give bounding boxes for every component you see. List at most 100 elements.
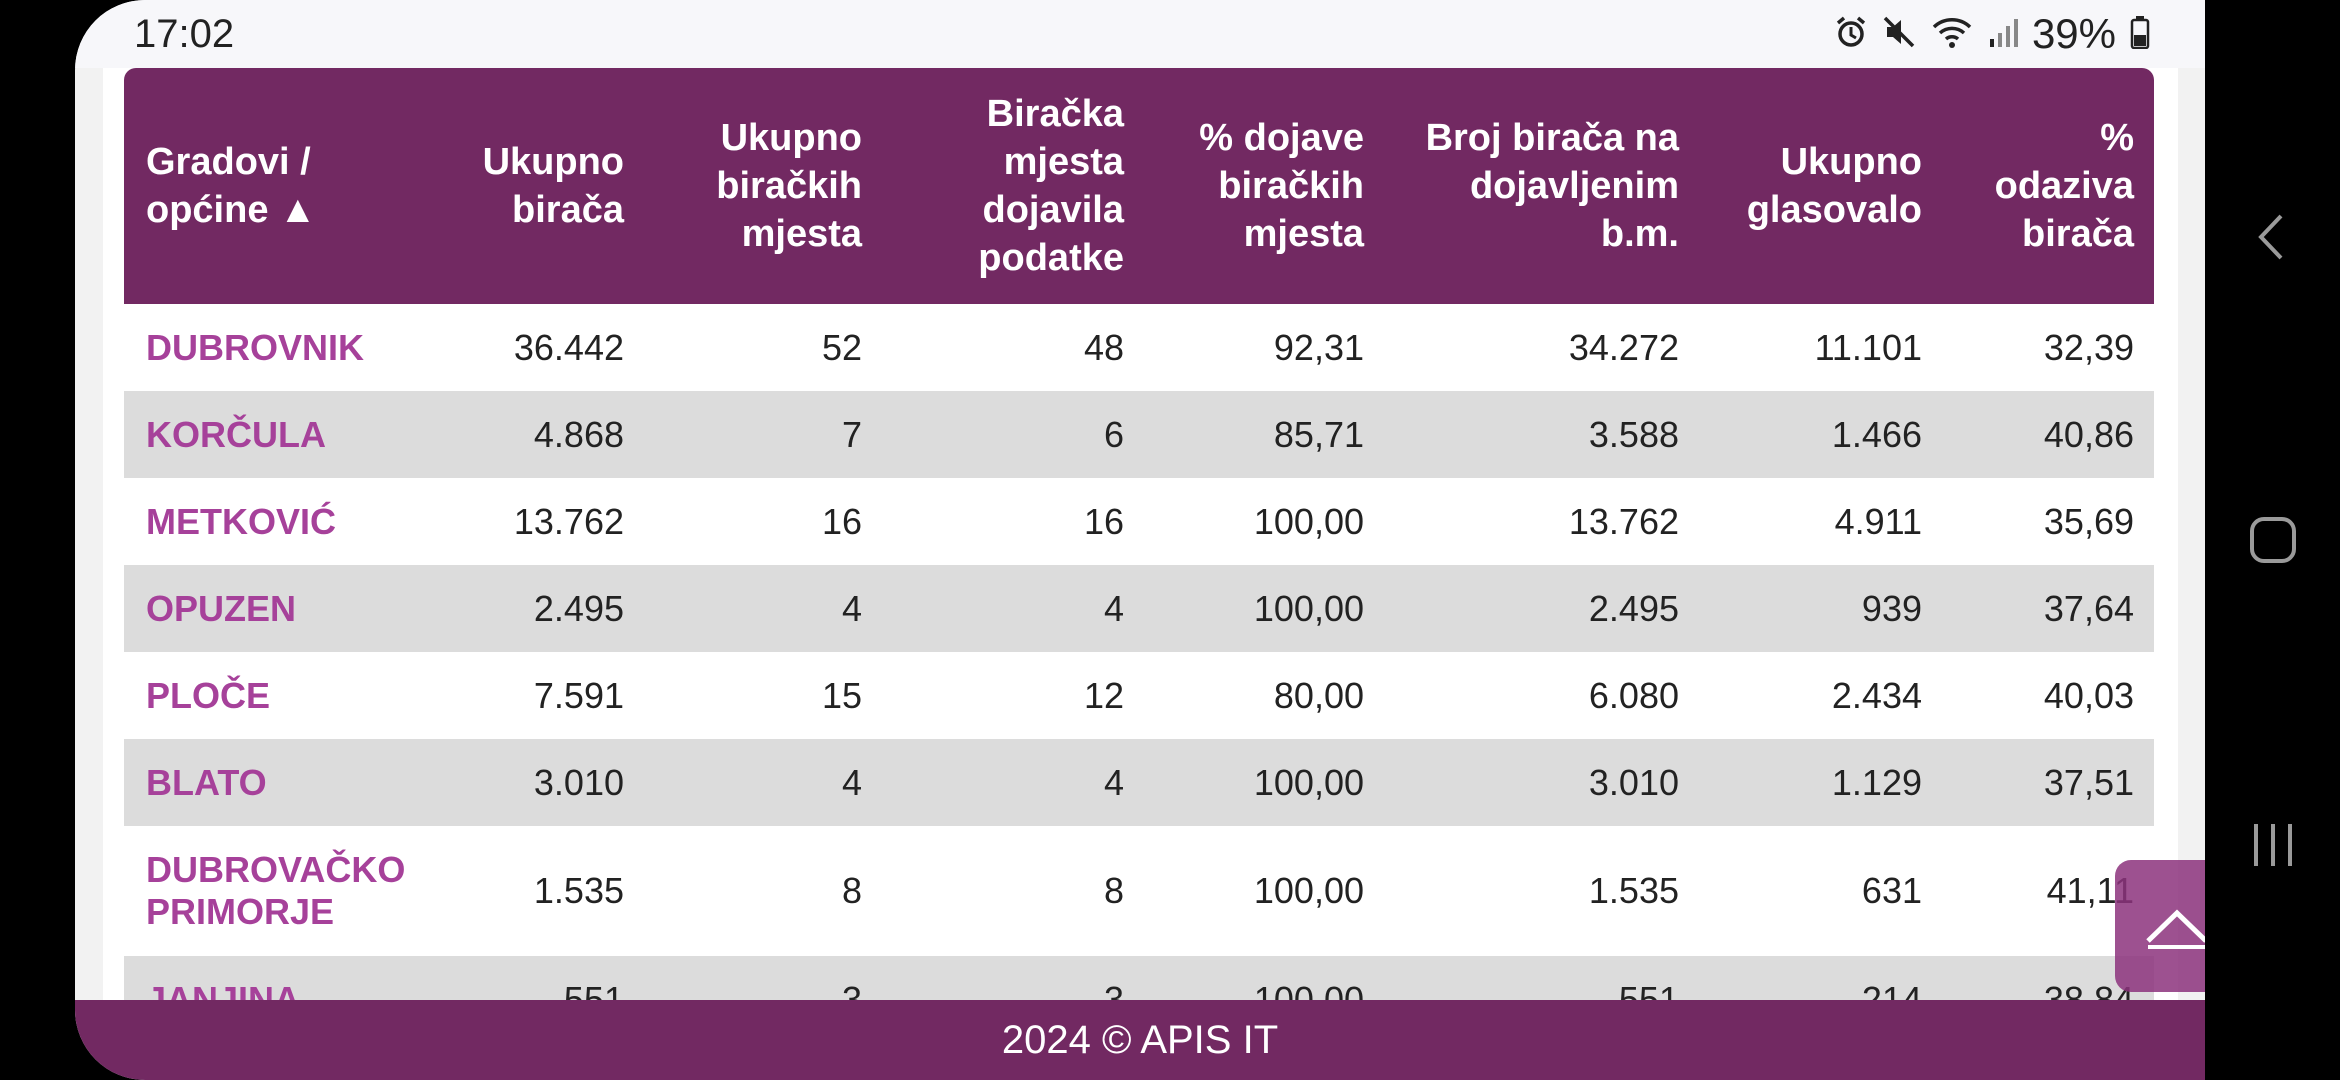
battery-percentage: 39% [2031, 10, 2116, 57]
column-header-turnout-percent[interactable]: % odaziva birača [1994, 117, 2134, 255]
cell-reported-stations: 8 [1103, 870, 1124, 911]
municipality-link[interactable]: JANJINA [146, 978, 301, 1003]
cell-reported-stations: 16 [1083, 500, 1124, 542]
cell-reported-stations: 4 [1103, 761, 1124, 803]
cell-total-voters: 36.442 [513, 326, 624, 368]
chevron-up-icon [2146, 909, 2205, 949]
mute-icon [1882, 15, 1916, 54]
column-header-reported-stations[interactable]: Biračka mjesta dojavila podatke [978, 93, 1124, 279]
home-button[interactable] [2205, 515, 2340, 565]
phone-screen: 17:02 39% Gradovi / općine ▲ Ukup [75, 0, 2205, 1080]
system-navigation-bar [2205, 0, 2340, 1080]
table-row: KORČULA 4.868 7 6 85,71 3.588 1.466 40,86 [124, 391, 2154, 478]
municipality-link[interactable]: OPUZEN [146, 587, 297, 629]
wifi-icon [1930, 15, 1974, 54]
column-header-voters-reported[interactable]: Broj birača na dojavljenim b.m. [1425, 117, 1679, 255]
municipality-link[interactable]: DUBROVNIK [146, 326, 365, 368]
alarm-icon [1834, 15, 1868, 54]
column-header-report-percent[interactable]: % dojave biračkih mjesta [1199, 117, 1364, 255]
page-content: Gradovi / općine ▲ Ukupno birača Ukupno … [103, 68, 2178, 1002]
cell-total-voters: 551 [563, 978, 624, 1003]
column-header-total-polling-stations[interactable]: Ukupno biračkih mjesta [644, 68, 862, 304]
cell-total-voted: 1.129 [1831, 761, 1922, 803]
cell-total-voters: 2.495 [533, 587, 624, 629]
status-time: 17:02 [134, 12, 235, 56]
cell-voters-reported: 3.588 [1588, 413, 1679, 455]
cell-total-voted: 1.466 [1831, 413, 1922, 455]
cell-turnout-percent: 37,64 [2043, 587, 2134, 629]
back-button[interactable] [2205, 212, 2340, 262]
cell-total-stations: 7 [841, 413, 862, 455]
cell-report-percent: 100,00 [1253, 761, 1364, 803]
cell-total-voters: 1.535 [533, 870, 624, 911]
footer-copyright: 2024 © APIS IT [1001, 1017, 1279, 1062]
municipality-link[interactable]: DUBROVAČKO PRIMORJE [146, 849, 406, 932]
cell-total-voted: 631 [1861, 870, 1922, 911]
cell-report-percent: 100,00 [1253, 870, 1364, 911]
table-row: DUBROVAČKO PRIMORJE 1.535 8 8 100,00 1.535 631… [124, 826, 2154, 956]
table-row: DUBROVNIK 36.442 52 48 92,31 34.272 11.101 32,3… [124, 304, 2154, 391]
cell-voters-reported: 34.272 [1568, 326, 1679, 368]
recents-icon [2253, 824, 2292, 866]
column-header-municipality[interactable]: Gradovi / općine ▲ [146, 141, 317, 231]
signal-icon [1988, 15, 2018, 54]
cell-turnout-percent: 38,84 [2043, 978, 2134, 1003]
cell-total-voters: 7.591 [533, 674, 624, 716]
results-table: Gradovi / općine ▲ Ukupno birača Ukupno … [124, 68, 2154, 1002]
table-header: Gradovi / općine ▲ Ukupno birača Ukupno … [124, 68, 2154, 304]
cell-total-stations: 15 [821, 674, 862, 716]
cell-report-percent: 85,71 [1273, 413, 1364, 455]
table-row: OPUZEN 2.495 4 4 100,00 2.495 939 37,64 [124, 565, 2154, 652]
cell-total-voted: 4.911 [1834, 500, 1922, 542]
cell-voters-reported: 3.010 [1588, 761, 1679, 803]
cell-voters-reported: 2.495 [1588, 587, 1679, 629]
recents-button[interactable] [2205, 820, 2340, 870]
cell-reported-stations: 3 [1103, 978, 1124, 1003]
home-icon [2249, 517, 2296, 563]
cell-turnout-percent: 37,51 [2043, 761, 2134, 803]
cell-total-voters: 13.762 [513, 500, 624, 542]
cell-reported-stations: 48 [1083, 326, 1124, 368]
cell-total-stations: 4 [841, 587, 862, 629]
back-icon [2257, 214, 2282, 260]
cell-total-voted: 214 [1861, 978, 1922, 1003]
cell-reported-stations: 4 [1103, 587, 1124, 629]
cell-total-voted: 11.101 [1814, 326, 1922, 368]
cell-total-stations: 4 [841, 761, 862, 803]
table-row: JANJINA 551 3 3 100,00 551 214 38,84 [124, 956, 2154, 1002]
cell-total-stations: 3 [841, 978, 862, 1003]
cell-report-percent: 100,00 [1253, 500, 1364, 542]
column-header-total-voted[interactable]: Ukupno glasovalo [1746, 141, 1922, 231]
cell-turnout-percent: 32,39 [2043, 326, 2134, 368]
cell-voters-reported: 6.080 [1588, 674, 1679, 716]
municipality-link[interactable]: KORČULA [146, 413, 326, 455]
cell-reported-stations: 6 [1103, 413, 1124, 455]
cell-turnout-percent: 40,86 [2043, 413, 2134, 455]
column-header-total-polling-stations-label: Ukupno biračkih mjesta [716, 117, 862, 255]
status-icons: 39% [1834, 10, 2150, 58]
cell-total-stations: 16 [821, 500, 862, 542]
cell-total-voters: 3.010 [533, 761, 624, 803]
cell-total-voted: 2.434 [1831, 674, 1922, 716]
municipality-link[interactable]: PLOČE [146, 674, 271, 716]
cell-voters-reported: 13.762 [1568, 500, 1679, 542]
footer: 2024 © APIS IT [75, 1000, 2205, 1080]
table-row: METKOVIĆ 13.762 16 16 100,00 13.762 4.911 35,69 [124, 478, 2154, 565]
municipality-link[interactable]: BLATO [146, 761, 267, 803]
cell-report-percent: 100,00 [1253, 587, 1364, 629]
cell-total-stations: 52 [821, 326, 862, 368]
table-row: BLATO 3.010 4 4 100,00 3.010 1.129 37,51 [124, 739, 2154, 826]
cell-voters-reported: 1.535 [1588, 870, 1679, 911]
cell-report-percent: 80,00 [1273, 674, 1364, 716]
cell-total-voters: 4.868 [533, 413, 624, 455]
municipality-link[interactable]: METKOVIĆ [146, 500, 337, 542]
cell-report-percent: 100,00 [1253, 978, 1364, 1003]
scroll-to-top-button[interactable] [2115, 860, 2205, 992]
column-header-total-voters[interactable]: Ukupno birača [482, 141, 624, 231]
battery-icon [2130, 15, 2150, 54]
table-row: PLOČE 7.591 15 12 80,00 6.080 2.434 40,03 [124, 652, 2154, 739]
cell-reported-stations: 12 [1083, 674, 1124, 716]
cell-total-voted: 939 [1861, 587, 1922, 629]
cell-report-percent: 92,31 [1273, 326, 1364, 368]
cell-turnout-percent: 41,11 [2046, 870, 2134, 911]
